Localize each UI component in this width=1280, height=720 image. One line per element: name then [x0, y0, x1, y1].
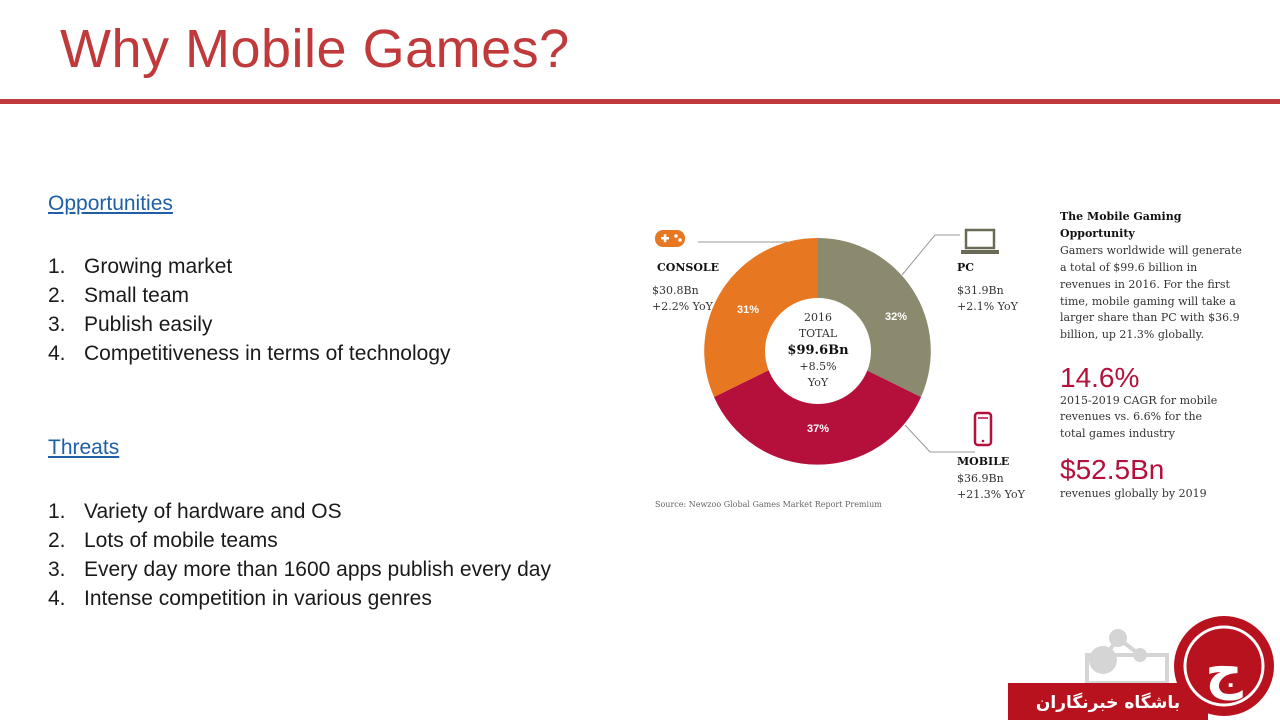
- slide-title: Why Mobile Games?: [60, 19, 570, 79]
- stat-cagr-line: 2015-2019 CAGR for mobile: [1060, 394, 1217, 407]
- sidebar-body-line: larger share than PC with $36.9: [1060, 311, 1240, 324]
- list-item: 1. Growing market: [48, 255, 233, 278]
- stat-cagr-line: revenues vs. 6.6% for the: [1060, 410, 1202, 423]
- mobile-name: MOBILE: [957, 455, 1009, 468]
- stat-revenue: $52.5Bn: [1060, 454, 1164, 485]
- mobile-yoy: +21.3% YoY: [957, 488, 1026, 501]
- stat-cagr-line: total games industry: [1060, 427, 1176, 440]
- sidebar-body-line: a total of $99.6 billion in: [1060, 261, 1197, 274]
- console-segment: [704, 237, 818, 397]
- title-divider: [0, 99, 1280, 104]
- news-agency-watermark: باشگاه خبرنگاران ج: [1008, 616, 1274, 720]
- list-item: 2. Small team: [48, 284, 190, 307]
- list-item: 3. Every day more than 1600 apps publish …: [48, 558, 551, 581]
- threats-list: 1. Variety of hardware and OS 2. Lots of m…: [48, 497, 551, 613]
- smartphone-icon: [973, 411, 993, 447]
- laptop-icon: [961, 228, 999, 254]
- console-name: CONSOLE: [657, 261, 719, 274]
- sidebar-body-line: Gamers worldwide will generate: [1060, 244, 1242, 257]
- sidebar-body-line: time, mobile gaming will take a: [1060, 295, 1236, 308]
- center-year: 2016: [804, 311, 832, 324]
- pc-name: PC: [957, 261, 974, 274]
- center-total: $99.6Bn: [787, 343, 849, 358]
- stat-revenue-text: revenues globally by 2019: [1060, 487, 1207, 500]
- stat-cagr: 14.6%: [1060, 362, 1139, 393]
- list-item: 1. Variety of hardware and OS: [48, 500, 342, 523]
- opportunities-heading[interactable]: Opportunities: [48, 192, 173, 215]
- opportunities-list: 1. Growing market 2. Small team 3. Publish …: [48, 252, 451, 368]
- threats-heading[interactable]: Threats: [48, 436, 120, 459]
- center-growth: +8.5%: [799, 360, 836, 373]
- console-share-label: 31%: [737, 304, 759, 316]
- mobile-share-label: 37%: [807, 423, 829, 435]
- console-value: $30.8Bn: [652, 284, 699, 297]
- list-item: 3. Publish easily: [48, 313, 213, 336]
- list-item: 4. Competitiveness in terms of technology: [48, 342, 451, 365]
- list-item: 4. Intense competition in various genres: [48, 587, 432, 610]
- pc-segment: [818, 238, 931, 397]
- gamepad-icon: [655, 230, 685, 247]
- mobile-value: $36.9Bn: [957, 472, 1004, 485]
- watermark-text: باشگاه خبرنگاران: [1036, 692, 1180, 713]
- center-growth-unit: YoY: [807, 376, 829, 389]
- mobile-segment: [714, 370, 921, 465]
- network-logo-icon: [1085, 629, 1169, 685]
- source-note: Source: Newzoo Global Games Market Repor…: [655, 500, 882, 509]
- market-donut-infographic: 31% 32% 37% 2016 TOTAL $99.6Bn +8.5% YoY…: [652, 210, 1242, 509]
- pc-share-label: 32%: [885, 311, 907, 323]
- pc-value: $31.9Bn: [957, 284, 1004, 297]
- pc-yoy: +2.1% YoY: [957, 300, 1019, 313]
- list-item: 2. Lots of mobile teams: [48, 529, 278, 552]
- sidebar-body-line: revenues in 2016. For the first: [1060, 278, 1231, 291]
- console-yoy: +2.2% YoY: [652, 300, 714, 313]
- sidebar-heading-line2: Opportunity: [1060, 227, 1135, 240]
- center-label: TOTAL: [799, 327, 838, 340]
- watermark-logo-letter: ج: [1205, 641, 1243, 701]
- sidebar-body-line: billion, up 21.3% globally.: [1060, 328, 1204, 341]
- sidebar-heading-line1: The Mobile Gaming: [1060, 210, 1182, 223]
